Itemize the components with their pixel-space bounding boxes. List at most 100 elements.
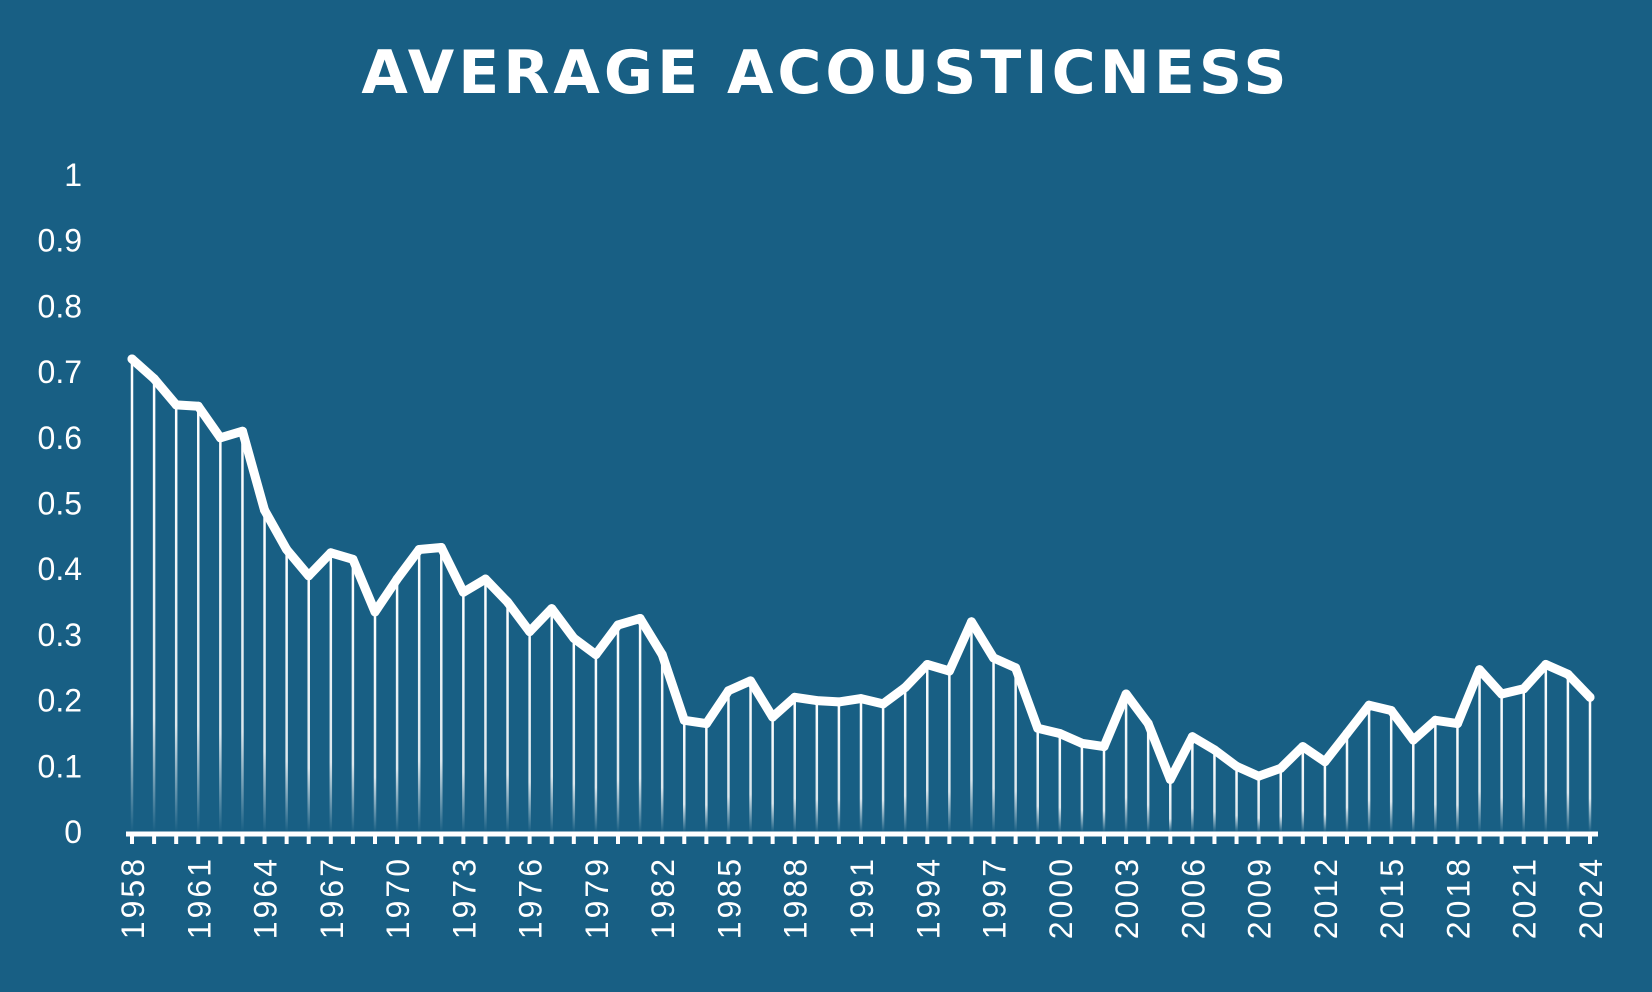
data-point <box>679 715 689 725</box>
drop-line <box>1456 723 1459 832</box>
data-point <box>900 682 910 692</box>
data-point <box>149 374 159 384</box>
drop-line <box>1124 694 1128 832</box>
data-point <box>657 650 667 660</box>
chart-title: AVERAGE ACOUSTICNESS <box>361 38 1291 108</box>
x-tick-label: 2024 <box>1573 856 1609 939</box>
data-point <box>1585 692 1595 702</box>
drop-line <box>815 700 819 832</box>
data-point <box>812 696 822 706</box>
drop-line <box>440 547 443 832</box>
data-point <box>966 617 976 627</box>
data-point <box>1563 669 1573 679</box>
data-point <box>790 692 800 702</box>
drop-line <box>506 602 509 832</box>
data-point <box>1254 771 1264 781</box>
data-point <box>944 666 954 676</box>
data-point <box>1452 719 1462 729</box>
drop-line <box>1478 669 1481 832</box>
data-point <box>1209 745 1219 755</box>
y-tick-label: 0.7 <box>38 354 82 390</box>
y-tick-label: 0.2 <box>38 683 82 719</box>
data-point <box>1497 689 1507 699</box>
y-tick-label: 0.5 <box>38 486 82 522</box>
data-point <box>591 650 601 660</box>
data-point <box>503 597 513 607</box>
data-point <box>922 659 932 669</box>
y-tick-label: 0.9 <box>38 223 82 259</box>
data-point <box>878 699 888 709</box>
x-tick-label: 2015 <box>1374 856 1410 939</box>
drop-line <box>528 631 531 832</box>
drop-line <box>926 664 929 832</box>
data-point <box>1276 763 1286 773</box>
x-tick-label: 1967 <box>314 856 350 939</box>
drop-line <box>130 358 134 832</box>
series-layer <box>127 354 1595 784</box>
data-point <box>1232 761 1242 771</box>
drop-line <box>793 697 796 832</box>
y-tick-label: 1 <box>64 157 82 193</box>
drop-line <box>1102 746 1106 832</box>
drop-line <box>837 701 841 832</box>
data-point <box>1320 757 1330 767</box>
drop-line <box>992 657 995 832</box>
drop-line <box>1500 694 1503 832</box>
data-point <box>1430 715 1440 725</box>
drop-line <box>903 687 907 832</box>
data-point <box>1386 705 1396 715</box>
y-axis: 0 0.1 0.2 0.3 0.4 0.5 0.6 0.7 0.8 0.9 1 <box>38 157 82 850</box>
drop-line <box>1566 674 1570 832</box>
data-point <box>1408 735 1418 745</box>
data-point <box>525 627 535 637</box>
drop-line <box>197 406 200 832</box>
drop-line <box>417 549 421 832</box>
drop-line <box>727 690 730 832</box>
data-point <box>171 400 181 410</box>
data-point <box>834 697 844 707</box>
data-point <box>326 548 336 558</box>
drop-line <box>1323 761 1327 832</box>
x-tick-label: 2006 <box>1175 856 1211 939</box>
drop-line <box>1434 720 1437 832</box>
drop-line <box>594 654 598 832</box>
drop-line <box>484 579 487 832</box>
x-tick-label: 1979 <box>579 856 615 939</box>
data-point <box>1519 684 1529 694</box>
drop-line <box>373 611 377 832</box>
data-point <box>414 544 424 554</box>
x-tick-label: 2018 <box>1440 856 1476 939</box>
drop-line <box>241 431 244 832</box>
drop-line <box>462 592 465 832</box>
drop-line <box>1544 664 1548 832</box>
drop-line <box>1522 688 1525 832</box>
data-point <box>1541 659 1551 669</box>
x-tick-label: 1973 <box>446 856 482 939</box>
data-point <box>282 544 292 554</box>
drop-line <box>1588 697 1592 832</box>
drop-line <box>395 579 399 832</box>
data-point <box>1187 732 1197 742</box>
y-tick-label: 0.1 <box>38 748 82 784</box>
data-point <box>237 426 247 436</box>
drop-line <box>1367 705 1371 832</box>
data-point <box>1055 728 1065 738</box>
drop-line <box>1014 667 1017 832</box>
drop-line <box>285 549 288 832</box>
x-tick-label: 2012 <box>1308 856 1344 939</box>
data-point <box>260 505 270 515</box>
drop-line <box>1080 743 1084 832</box>
data-point <box>480 574 490 584</box>
x-tick-label: 1988 <box>778 856 814 939</box>
data-point <box>1165 774 1175 784</box>
drop-line <box>970 621 973 832</box>
drop-line <box>1257 776 1260 832</box>
data-point <box>392 574 402 584</box>
x-tick-label: 1958 <box>115 856 151 939</box>
data-point <box>569 633 579 643</box>
data-point <box>1342 728 1352 738</box>
data-point <box>1011 663 1021 673</box>
x-tick-label: 2009 <box>1242 856 1278 939</box>
data-point <box>723 686 733 696</box>
